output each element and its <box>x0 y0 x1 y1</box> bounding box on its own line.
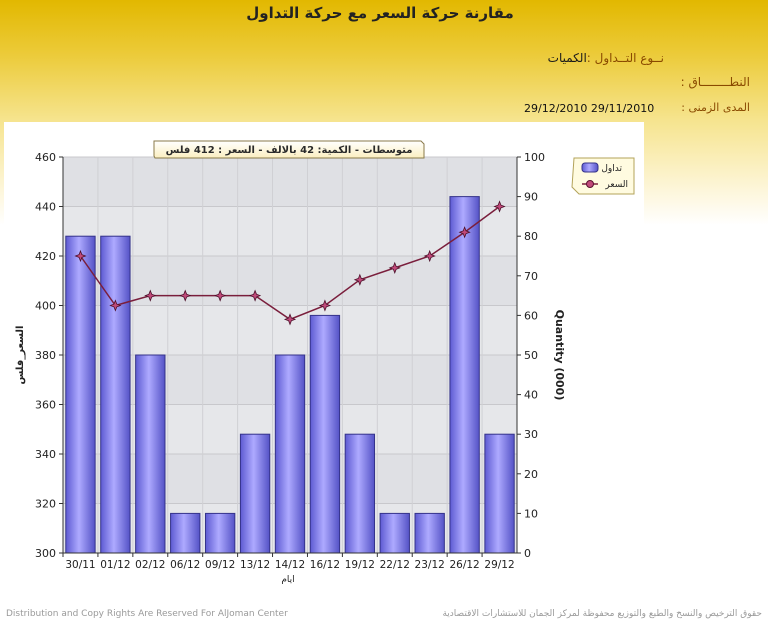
y-tick-label-left: 360 <box>35 399 56 412</box>
bar <box>100 235 131 554</box>
y-tick-label-right: 100 <box>524 151 545 164</box>
price-point <box>283 313 297 326</box>
x-tick-label: 02/12 <box>135 559 165 571</box>
trade-type-row: نــوع التــداول :الكميات <box>548 51 664 65</box>
bar <box>414 512 445 554</box>
range-label: النطــــــــاق : <box>680 75 750 89</box>
y-tick-label-right: 80 <box>524 230 538 243</box>
footer-copyright-en: Distribution and Copy Rights Are Reserve… <box>6 609 288 619</box>
price-point <box>318 299 332 312</box>
y-tick-label-right: 70 <box>524 270 538 283</box>
y-tick-label-right: 50 <box>524 349 538 362</box>
y-tick-label-left: 320 <box>35 498 56 511</box>
y-tick-label-left: 400 <box>35 300 56 313</box>
y-tick-label-right: 0 <box>524 547 531 560</box>
price-point <box>144 289 157 302</box>
bar <box>170 512 201 554</box>
x-tick-label: 01/12 <box>100 559 130 571</box>
legend-line-label: السعر <box>604 180 628 190</box>
y-tick-label-right: 40 <box>524 389 538 402</box>
x-tick-label: 29/12 <box>484 559 514 571</box>
y-tick-label-right: 20 <box>524 468 538 481</box>
chart: 300 320 340 360 380 400 420 440 460 0 10 20 30 40 50 6… <box>15 140 635 585</box>
trade-type-value: الكميات <box>547 51 587 65</box>
plot-band <box>63 256 517 306</box>
price-point <box>388 261 401 274</box>
x-tick-label: 23/12 <box>415 559 445 571</box>
chart-panel: 300 320 340 360 380 400 420 440 460 0 10 20 30 40 50 6… <box>4 122 644 600</box>
legend-bar-swatch <box>581 162 599 173</box>
y-axis-right-label: Quantity (000) <box>553 310 566 401</box>
y-tick-label-left: 380 <box>35 349 56 362</box>
page-title: مقارنة حركة السعر مع حركة التداول <box>246 4 514 22</box>
bar <box>449 196 480 554</box>
price-point <box>458 226 471 239</box>
x-tick-label: 16/12 <box>310 559 340 571</box>
plot-band <box>63 157 517 207</box>
chart-title: متوسطات - الكمية: 42 بالالف - السعر : 41… <box>166 145 413 156</box>
price-point <box>248 289 262 302</box>
footer-copyright-ar: حقوق الترخيص والنسخ والطبع والتوزيع محفو… <box>442 609 762 619</box>
bar <box>379 512 410 554</box>
y-tick-label-right: 60 <box>524 309 538 322</box>
x-tick-label: 22/12 <box>380 559 410 571</box>
x-tick-label: 30/11 <box>65 559 95 571</box>
bar <box>239 433 271 554</box>
chart-title-box: متوسطات - الكمية: 42 بالالف - السعر : 41… <box>153 140 425 159</box>
legend-bar-label: تداول <box>601 164 622 174</box>
trade-type-label: نــوع التــداول : <box>586 51 664 65</box>
price-point <box>109 299 122 312</box>
price-point <box>179 289 192 302</box>
bar <box>274 354 306 554</box>
x-axis-label: ايام <box>281 575 294 585</box>
legend: تداول السعر <box>571 157 635 195</box>
x-tick-label: 09/12 <box>205 559 235 571</box>
y-tick-label-left: 440 <box>35 201 56 214</box>
bar <box>344 433 376 554</box>
bar <box>309 314 341 554</box>
bar <box>484 433 515 554</box>
x-tick-label: 13/12 <box>240 559 270 571</box>
bar <box>204 512 236 554</box>
y-tick-label-left: 420 <box>35 250 56 263</box>
price-point <box>214 289 227 302</box>
y-tick-label-right: 30 <box>524 428 538 441</box>
y-tick-label-left: 340 <box>35 448 56 461</box>
x-tick-label: 19/12 <box>345 559 375 571</box>
y-tick-label-left: 460 <box>35 151 56 164</box>
y-tick-label-right: 90 <box>524 191 538 204</box>
bar <box>135 354 166 554</box>
period-row: المدى الزمنى : <box>681 101 750 114</box>
x-tick-label: 14/12 <box>275 559 305 571</box>
price-point <box>353 273 366 286</box>
x-tick-label: 26/12 <box>449 559 479 571</box>
price-point <box>74 249 87 263</box>
range-row: النطــــــــاق : <box>681 75 750 89</box>
period-label: المدى الزمنى : <box>681 101 750 114</box>
y-tick-label-left: 300 <box>35 547 56 560</box>
y-tick-label-right: 10 <box>524 507 538 520</box>
y-axis-left-label: السعر_فلس <box>15 326 26 385</box>
x-tick-label: 06/12 <box>170 559 200 571</box>
bar <box>65 235 96 554</box>
price-point <box>493 200 506 213</box>
price-point <box>423 249 436 263</box>
period-value: 29/12/2010 29/11/2010 <box>524 102 655 115</box>
legend-line-marker <box>586 180 594 188</box>
